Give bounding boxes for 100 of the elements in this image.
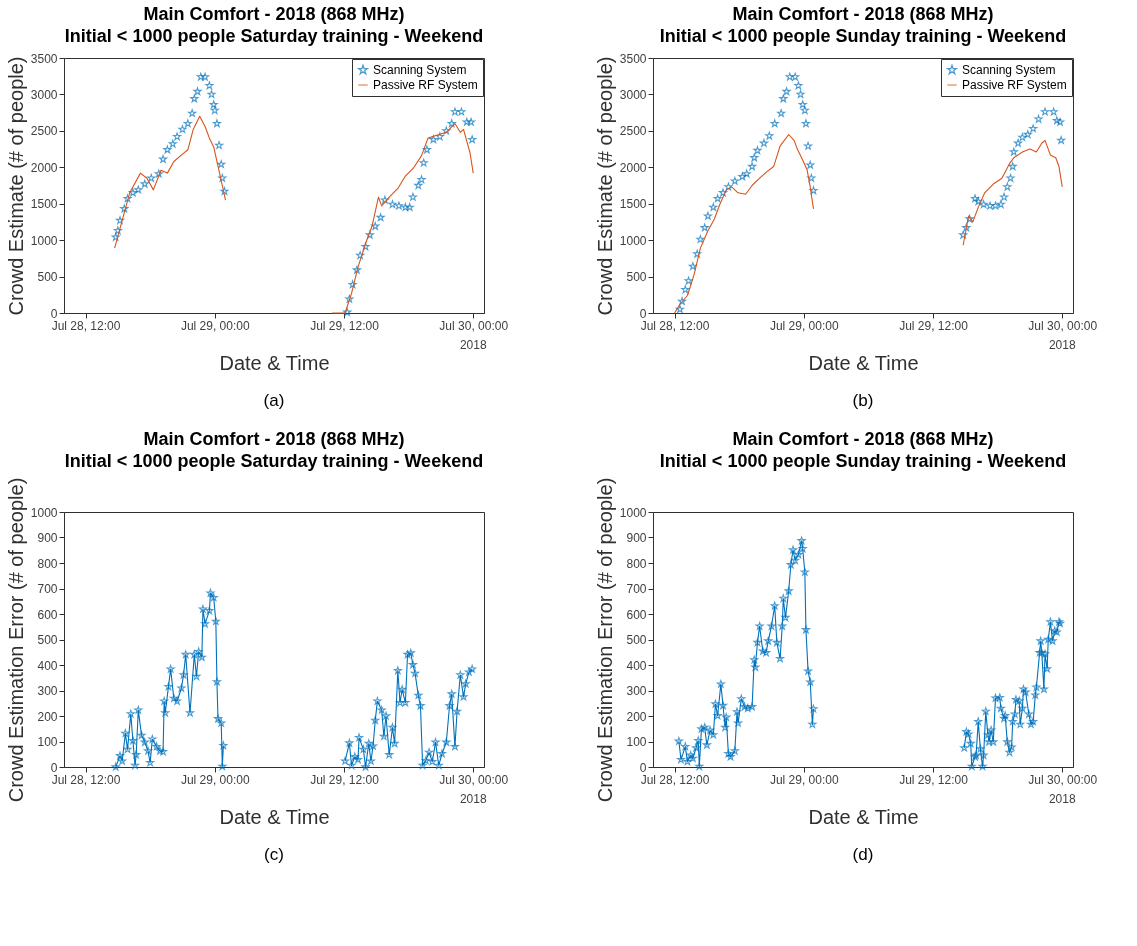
y-tick-label: 2500 — [619, 124, 647, 139]
y-tick-label: 600 — [626, 607, 647, 622]
text: 2018 — [1048, 338, 1076, 352]
point — [209, 100, 218, 109]
point — [750, 153, 759, 162]
chart-subtitle: Initial < 1000 people Saturday training - Weekend — [64, 26, 484, 46]
point — [809, 186, 818, 195]
point — [777, 109, 786, 117]
point — [345, 294, 354, 303]
point — [696, 235, 705, 243]
point — [190, 94, 199, 103]
y-tick-label: 1000 — [619, 505, 647, 520]
y-tick-label: 1000 — [30, 505, 58, 520]
point — [996, 200, 1005, 208]
point — [365, 230, 374, 239]
text: (d) — [852, 845, 874, 864]
x-axis-title: Date & Time — [219, 351, 330, 374]
point — [965, 214, 974, 223]
point — [163, 145, 172, 154]
legend-label: Passive RF System — [962, 78, 1067, 92]
point — [753, 146, 762, 155]
chart-title: Main Comfort - 2018 (868 MHz) — [143, 429, 405, 450]
point — [168, 139, 177, 148]
legend-label: Scanning System — [373, 63, 467, 77]
point — [806, 160, 815, 169]
point — [1029, 124, 1038, 133]
point — [770, 119, 779, 128]
chart-subtitle: Initial < 1000 people Saturday training - Weekend — [64, 451, 484, 472]
x-tick-label: Jul 28, 12:00 — [640, 318, 710, 333]
point — [765, 131, 774, 140]
y-tick-label: 100 — [37, 735, 58, 749]
point — [801, 119, 810, 128]
point — [467, 117, 476, 126]
point — [962, 223, 971, 232]
point — [1018, 133, 1027, 141]
point — [380, 195, 389, 204]
point — [738, 172, 747, 181]
point — [371, 222, 380, 230]
point — [457, 107, 466, 116]
y-tick-label: 700 — [626, 582, 647, 596]
point — [450, 107, 459, 116]
point — [1000, 192, 1009, 201]
chart-title: Main Comfort - 2018 (868 MHz) — [732, 4, 994, 24]
x-axis-title: Date & Time — [808, 351, 919, 374]
point — [804, 141, 813, 150]
y-tick-label: 900 — [626, 531, 647, 545]
point — [748, 162, 757, 171]
point — [217, 160, 226, 168]
point — [681, 285, 690, 294]
x-tick-label: Jul 29, 12:00 — [310, 318, 380, 333]
point — [215, 141, 224, 149]
y-tick-label: 900 — [37, 531, 58, 545]
text: (b) — [852, 391, 874, 410]
y-tick-label: 2000 — [30, 160, 58, 175]
x-tick-label: Jul 29, 00:00 — [180, 318, 250, 333]
y-tick-label: 100 — [626, 735, 647, 749]
point — [718, 188, 728, 197]
y-tick-label: 0 — [639, 306, 647, 321]
point — [210, 106, 219, 115]
y-tick-label: 1500 — [30, 197, 58, 212]
point — [111, 232, 120, 241]
x-tick-label: Jul 29, 12:00 — [310, 772, 380, 787]
y-tick-label: 800 — [37, 556, 58, 571]
point — [462, 117, 471, 126]
text: (a) — [263, 391, 285, 410]
point — [1052, 116, 1061, 125]
point — [986, 201, 995, 210]
point — [798, 100, 807, 109]
point — [120, 204, 129, 213]
y-tick-label: 0 — [50, 306, 58, 321]
y-tick-label: 2000 — [619, 160, 647, 175]
x-axis-title: Date & Time — [808, 805, 919, 828]
x-tick-label: Jul 29, 12:00 — [899, 772, 969, 787]
point — [713, 194, 722, 203]
y-tick-label: 400 — [37, 658, 58, 673]
y-axis-title: Crowd Estimation Error (# of people) — [593, 477, 616, 803]
point — [147, 173, 156, 182]
point — [991, 201, 1000, 210]
y-tick-label: 3500 — [619, 51, 647, 66]
text: 2018 — [1048, 792, 1076, 806]
chart-subtitle: Initial < 1000 people Sunday training - Weekend — [659, 451, 1067, 472]
y-tick-label: 600 — [37, 607, 58, 622]
point — [684, 276, 693, 285]
point — [435, 132, 444, 141]
point — [785, 72, 794, 81]
point — [807, 173, 816, 182]
x-tick-label: Jul 30, 00:00 — [439, 772, 509, 787]
point — [700, 223, 709, 232]
point — [703, 211, 712, 220]
point — [742, 169, 751, 178]
chart-title: Main Comfort - 2018 (868 MHz) — [143, 4, 405, 24]
y-tick-label: 3000 — [30, 87, 58, 102]
point — [730, 176, 739, 185]
y-axis-title: Crowd Estimate (# of people) — [4, 56, 27, 316]
point — [405, 203, 414, 211]
point — [348, 280, 357, 289]
legend-label: Passive RF System — [373, 78, 478, 92]
point — [1003, 182, 1012, 191]
point — [447, 119, 456, 128]
x-tick-label: Jul 29, 00:00 — [769, 318, 839, 333]
